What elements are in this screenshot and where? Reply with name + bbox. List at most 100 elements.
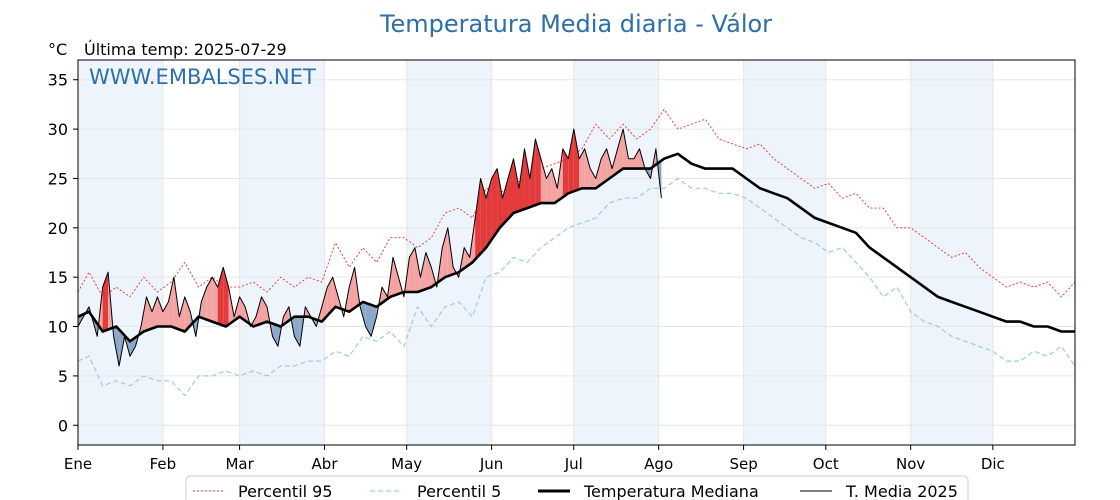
above-median-fill — [151, 296, 158, 329]
above-median-fill — [261, 296, 267, 324]
above-median-fill — [628, 158, 635, 169]
above-median-fill — [568, 129, 574, 194]
legend-box — [185, 475, 969, 500]
above-median-fill — [442, 227, 448, 280]
above-median-fill — [579, 148, 585, 190]
above-median-fill — [157, 296, 163, 327]
below-median-fill — [130, 337, 136, 357]
legend: Percentil 95 Percentil 5 Temperatura Med… — [185, 475, 969, 500]
above-median-fill — [497, 168, 503, 232]
y-tick-label: 10 — [48, 318, 68, 337]
above-median-fill — [162, 301, 169, 327]
above-median-fill — [184, 296, 191, 332]
above-median-fill — [102, 272, 109, 332]
month-band — [743, 60, 826, 445]
plot-frame — [77, 59, 1076, 446]
chart-title: Temperatura Media diaria - Válor — [379, 10, 772, 38]
x-tick-label: Nov — [896, 455, 925, 473]
above-median-fill — [179, 296, 185, 332]
above-median-fill — [392, 257, 399, 296]
above-median-fill — [551, 168, 558, 204]
y-tick-label: 30 — [48, 120, 68, 139]
y-tick-label: 25 — [48, 169, 68, 188]
x-tick-label: Feb — [150, 455, 177, 473]
above-median-fill — [491, 168, 498, 240]
x-tick-label: Jun — [479, 455, 503, 473]
above-median-fill — [464, 247, 470, 269]
below-median-fill — [294, 316, 300, 347]
above-median-fill — [327, 277, 333, 316]
y-axis: 0 5 10 15 20 25 30 35 — [48, 71, 78, 435]
above-median-fill — [168, 277, 174, 328]
x-tick-label: Ago — [644, 455, 673, 473]
unit-label: °C — [48, 40, 67, 59]
legend-label-current: T. Media 2025 — [845, 482, 958, 500]
above-median-fill — [256, 296, 262, 326]
x-tick-label: Jul — [564, 455, 583, 473]
above-median-fill — [475, 178, 481, 260]
x-axis: Ene Feb Mar Abr May Jun Jul Ago Sep Oct Nov Dic — [64, 445, 1005, 473]
above-median-fill — [436, 247, 443, 288]
above-median-fill — [590, 168, 596, 189]
below-median-fill — [272, 323, 278, 347]
x-tick-label: Dic — [981, 455, 1005, 473]
above-median-fill — [546, 168, 552, 204]
p95-line — [77, 108, 1076, 298]
x-tick-label: May — [391, 455, 422, 473]
above-median-fill — [206, 277, 213, 322]
above-median-fill — [425, 252, 432, 290]
above-median-fill — [595, 158, 602, 189]
legend-label-p5: Percentil 5 — [417, 482, 501, 500]
x-tick-label: Ene — [64, 455, 92, 473]
above-median-fill — [201, 287, 207, 320]
y-tick-label: 20 — [48, 219, 68, 238]
anomaly-fills — [78, 129, 662, 367]
above-median-fill — [612, 148, 618, 177]
above-median-fill — [529, 138, 536, 208]
legend-label-p95: Percentil 95 — [238, 482, 333, 500]
above-median-fill — [223, 267, 229, 326]
above-median-fill — [634, 148, 640, 169]
x-tick-label: Sep — [729, 455, 757, 473]
above-median-fill — [486, 178, 492, 248]
month-band — [78, 60, 163, 445]
month-band — [910, 60, 993, 445]
y-tick-label: 35 — [48, 71, 68, 90]
above-median-fill — [518, 148, 525, 212]
y-tick-label: 15 — [48, 268, 68, 287]
above-median-fill — [409, 247, 415, 292]
last-temp-label: Última temp: 2025-07-29 — [84, 40, 287, 59]
x-tick-label: Abr — [312, 455, 339, 473]
above-median-fill — [332, 277, 339, 310]
above-median-fill — [513, 158, 519, 214]
month-bands — [78, 60, 993, 445]
above-median-fill — [562, 148, 569, 198]
x-tick-label: Oct — [813, 455, 839, 473]
above-median-fill — [212, 277, 218, 324]
x-tick-label: Mar — [225, 455, 254, 473]
above-median-fill — [502, 178, 509, 225]
above-median-fill — [321, 287, 328, 322]
series-lines — [77, 108, 1076, 397]
above-median-fill — [239, 296, 246, 321]
above-median-fill — [601, 148, 607, 185]
above-median-fill — [540, 158, 547, 204]
current-year-line — [77, 128, 662, 367]
below-median-fill — [371, 304, 377, 337]
above-median-fill — [617, 129, 624, 173]
above-median-fill — [606, 148, 613, 181]
median-line — [77, 152, 1075, 343]
above-median-fill — [420, 252, 426, 291]
above-median-fill — [349, 267, 355, 312]
y-tick-label: 5 — [58, 367, 68, 386]
above-median-fill — [573, 129, 580, 192]
above-median-fill — [584, 148, 591, 189]
month-band — [573, 60, 659, 445]
watermark: WWW.EMBALSES.NET — [89, 65, 316, 89]
month-band — [239, 60, 325, 445]
above-median-fill — [414, 247, 421, 292]
above-median-fill — [217, 267, 224, 326]
p5-line — [77, 177, 1076, 397]
legend-label-median: Temperatura Mediana — [583, 482, 759, 500]
